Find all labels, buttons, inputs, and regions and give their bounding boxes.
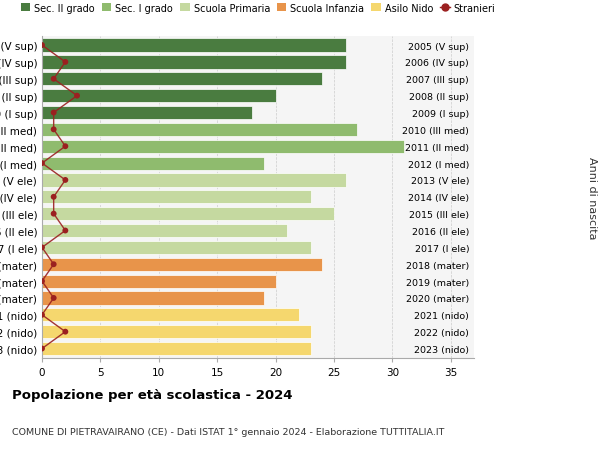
Bar xyxy=(42,224,287,238)
Bar xyxy=(42,275,275,288)
Legend: Sec. II grado, Sec. I grado, Scuola Primaria, Scuola Infanzia, Asilo Nido, Stran: Sec. II grado, Sec. I grado, Scuola Prim… xyxy=(17,0,499,17)
Bar xyxy=(42,39,346,52)
Point xyxy=(61,143,70,151)
Point xyxy=(37,244,47,252)
Bar xyxy=(42,56,346,69)
Point xyxy=(49,261,58,269)
Point xyxy=(61,177,70,184)
Bar xyxy=(42,140,404,153)
Bar xyxy=(42,106,252,120)
Point xyxy=(37,345,47,353)
Point xyxy=(61,59,70,67)
Bar xyxy=(42,174,346,187)
Point xyxy=(61,227,70,235)
Point xyxy=(49,194,58,201)
Bar xyxy=(42,342,311,355)
Point xyxy=(61,328,70,336)
Point xyxy=(49,126,58,134)
Point xyxy=(49,295,58,302)
Point xyxy=(37,278,47,285)
Bar xyxy=(42,241,311,254)
Bar xyxy=(42,325,311,338)
Point xyxy=(72,93,82,100)
Bar xyxy=(42,191,311,204)
Bar xyxy=(42,123,357,137)
Bar xyxy=(42,292,264,305)
Point xyxy=(49,110,58,117)
Point xyxy=(37,160,47,168)
Text: COMUNE DI PIETRAVAIRANO (CE) - Dati ISTAT 1° gennaio 2024 - Elaborazione TUTTITA: COMUNE DI PIETRAVAIRANO (CE) - Dati ISTA… xyxy=(12,427,445,436)
Bar xyxy=(42,308,299,322)
Point xyxy=(49,211,58,218)
Bar xyxy=(42,90,275,103)
Point xyxy=(37,312,47,319)
Point xyxy=(37,42,47,50)
Text: Anni di nascita: Anni di nascita xyxy=(587,156,597,239)
Text: Popolazione per età scolastica - 2024: Popolazione per età scolastica - 2024 xyxy=(12,388,293,401)
Bar xyxy=(42,207,334,221)
Point xyxy=(49,76,58,83)
Bar xyxy=(42,258,322,271)
Bar xyxy=(42,73,322,86)
Bar xyxy=(42,157,264,170)
